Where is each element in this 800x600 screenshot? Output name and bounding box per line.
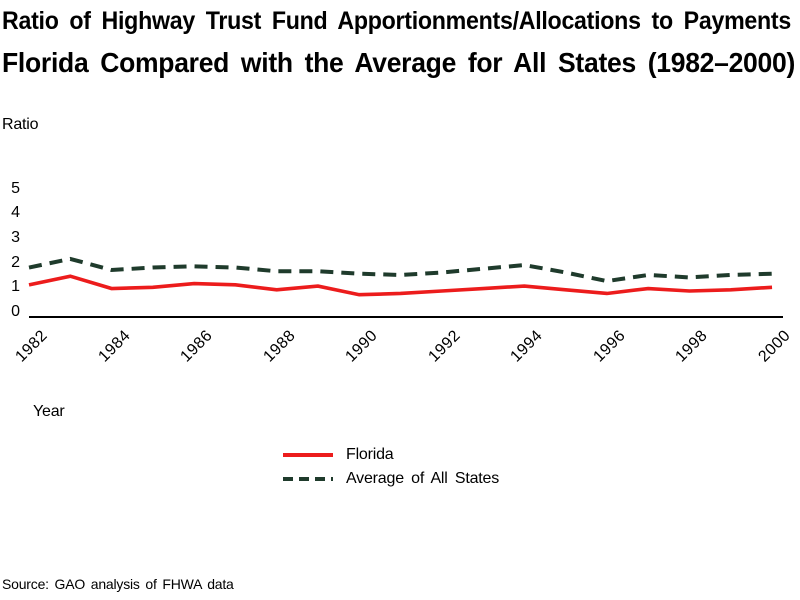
y-tick-label-4: 4: [11, 204, 20, 222]
florida-line-swatch: [283, 453, 333, 457]
legend: Florida Average of All States: [283, 443, 499, 491]
legend-label-florida: Florida: [346, 446, 394, 463]
florida-line-series: [28, 274, 773, 297]
legend-label-average: Average of All States: [346, 470, 500, 487]
y-tick-label-3: 3: [11, 228, 20, 246]
legend-item-florida: Florida: [283, 443, 499, 467]
average-line-swatch: [283, 477, 333, 481]
chart-title-line1-text: Ratio of Highway Trust Fund Apportionmen…: [2, 7, 791, 35]
y-tick-label-5: 5: [11, 179, 20, 197]
chart-title-line2-text: Florida Compared with the Average for Al…: [2, 47, 795, 78]
source-note: Source: GAO analysis of FHWA data: [2, 576, 234, 592]
y-axis-title: Ratio: [2, 116, 39, 133]
y-tick-label-0: 0: [11, 303, 20, 320]
average-of-all-states-line-series: [28, 256, 773, 284]
chart-title-line1: Ratio of Highway Trust Fund Apportionmen…: [2, 7, 800, 36]
y-tick-label-1: 1: [11, 278, 20, 296]
x-axis-title: Year: [33, 403, 65, 420]
chart-title-line2: Florida Compared with the Average for Al…: [2, 47, 800, 79]
legend-item-average: Average of All States: [283, 467, 499, 491]
y-tick-label-2: 2: [11, 253, 20, 271]
